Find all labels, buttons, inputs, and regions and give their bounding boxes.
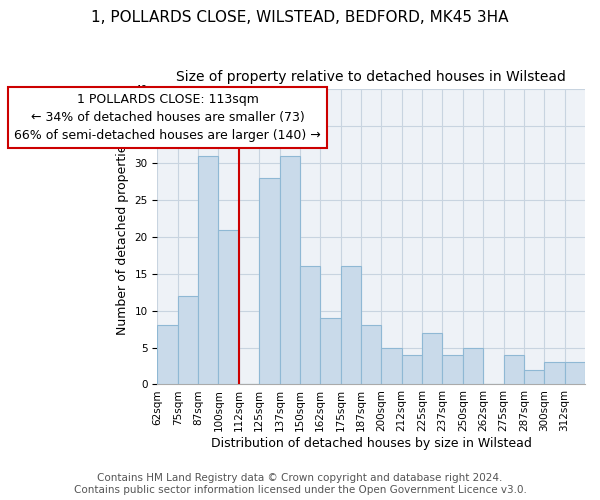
Bar [157, 326, 178, 384]
Bar [280, 156, 300, 384]
Bar [565, 362, 585, 384]
Title: Size of property relative to detached houses in Wilstead: Size of property relative to detached ho… [176, 70, 566, 84]
Bar [259, 178, 280, 384]
Bar [503, 355, 524, 384]
Bar [198, 156, 218, 384]
Bar [218, 230, 239, 384]
Bar [422, 333, 442, 384]
Y-axis label: Number of detached properties: Number of detached properties [116, 138, 129, 336]
Bar [178, 296, 198, 384]
Text: 1 POLLARDS CLOSE: 113sqm
← 34% of detached houses are smaller (73)
66% of semi-d: 1 POLLARDS CLOSE: 113sqm ← 34% of detach… [14, 93, 321, 142]
Bar [463, 348, 483, 385]
Bar [544, 362, 565, 384]
Bar [320, 318, 341, 384]
X-axis label: Distribution of detached houses by size in Wilstead: Distribution of detached houses by size … [211, 437, 532, 450]
Bar [341, 266, 361, 384]
Bar [382, 348, 402, 385]
Bar [402, 355, 422, 384]
Text: 1, POLLARDS CLOSE, WILSTEAD, BEDFORD, MK45 3HA: 1, POLLARDS CLOSE, WILSTEAD, BEDFORD, MK… [91, 10, 509, 25]
Bar [300, 266, 320, 384]
Bar [361, 326, 382, 384]
Bar [442, 355, 463, 384]
Bar [524, 370, 544, 384]
Text: Contains HM Land Registry data © Crown copyright and database right 2024.
Contai: Contains HM Land Registry data © Crown c… [74, 474, 526, 495]
